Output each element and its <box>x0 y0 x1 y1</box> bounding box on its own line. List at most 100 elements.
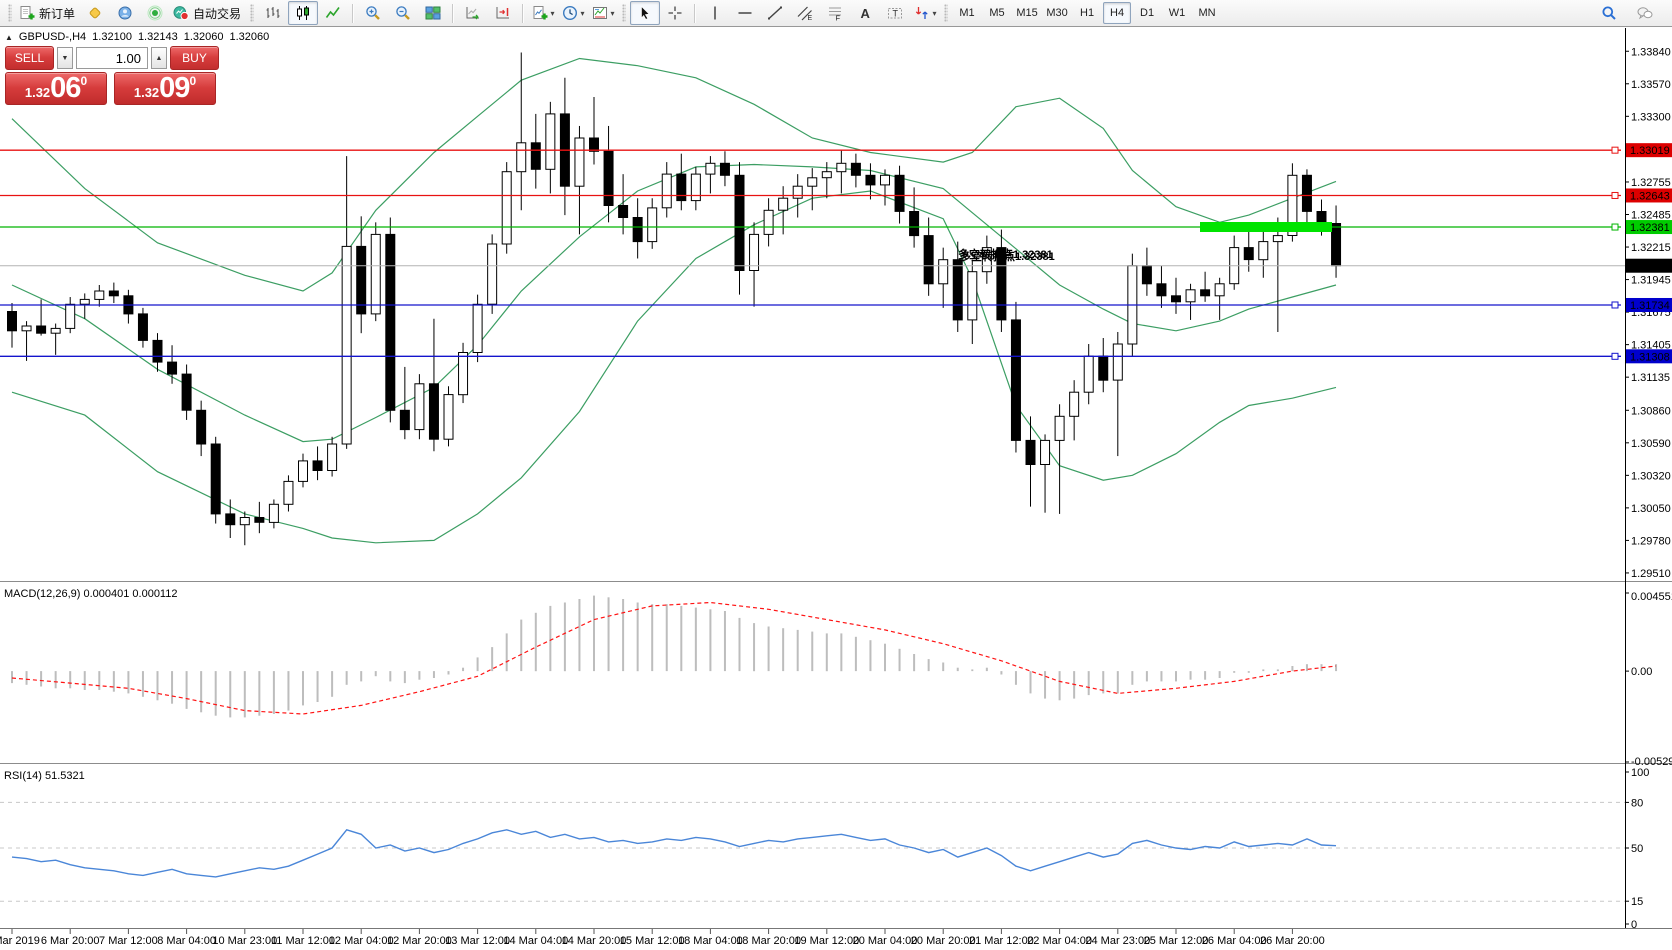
collapse-arrow-icon[interactable]: ▲ <box>5 32 13 42</box>
svg-text:18 Mar 04:00: 18 Mar 04:00 <box>678 935 743 947</box>
chevron-down-icon[interactable]: ▾ <box>580 8 585 18</box>
chart-window: 多空转折点1.32381 多空转折点1.32381 1.33840 1.33570 1.… <box>0 27 1672 950</box>
toolbar-button-trendline[interactable] <box>760 1 790 25</box>
toolbar-button-line-chart[interactable] <box>318 1 348 25</box>
chart-shift-icon <box>496 7 510 19</box>
toolbar-button-market-watch[interactable] <box>80 1 110 25</box>
toolbar-button-text-label[interactable]: T <box>880 1 910 25</box>
buy-button[interactable]: BUY <box>170 46 219 70</box>
chevron-down-icon[interactable]: ▾ <box>610 8 615 18</box>
toolbar-button-navigator[interactable] <box>140 1 170 25</box>
svg-text:1.32643: 1.32643 <box>1630 190 1670 202</box>
svg-text:多空转折点1.32381: 多空转折点1.32381 <box>960 249 1055 263</box>
svg-text:6 Mar 2019: 6 Mar 2019 <box>0 935 40 947</box>
svg-text:10 Mar 23:00: 10 Mar 23:00 <box>212 935 277 947</box>
svg-text:0.00: 0.00 <box>1631 666 1652 678</box>
timeframe-button-mn[interactable]: MN <box>1198 7 1216 19</box>
toolbar-separator <box>694 3 697 23</box>
svg-text:80: 80 <box>1631 797 1643 809</box>
toolbar-button-arrows-tool[interactable]: ▾ <box>910 1 940 25</box>
toolbar-button-text[interactable]: A <box>850 1 880 25</box>
volume-up-button[interactable]: ▲ <box>151 47 167 69</box>
toolbar-right <box>1594 1 1668 25</box>
svg-text:1.30050: 1.30050 <box>1631 503 1671 515</box>
toolbar-button-periods[interactable]: ▾ <box>558 1 588 25</box>
timeframe-button-w1[interactable]: W1 <box>1168 7 1186 19</box>
price-chart[interactable]: 多空转折点1.32381多空转折点1.323811.338401.335701.… <box>0 27 1672 950</box>
templates-icon <box>592 7 607 19</box>
toolbar-separator <box>452 3 455 23</box>
svg-text:19 Mar 12:00: 19 Mar 12:00 <box>794 935 859 947</box>
svg-text:1.31405: 1.31405 <box>1631 340 1671 352</box>
chat-icon <box>1637 7 1653 20</box>
timeframe-button-h4[interactable]: H4 <box>1103 2 1132 24</box>
toolbar-button-cursor[interactable] <box>630 1 661 25</box>
toolbar-grip <box>622 4 627 22</box>
symbol-info-line: ▲ GBPUSD-,H4 1.32100 1.32143 1.32060 1.3… <box>5 31 269 43</box>
toolbar-button-horizontal-line[interactable] <box>730 1 760 25</box>
chevron-down-icon[interactable]: ▾ <box>932 8 937 18</box>
toolbar-button-crosshair[interactable] <box>660 1 690 25</box>
toolbar-button-fibonacci[interactable]: F <box>820 1 850 25</box>
toolbar-button-zoom-in[interactable] <box>358 1 388 25</box>
toolbar-grip <box>8 4 12 22</box>
svg-text:E: E <box>808 15 813 21</box>
toolbar-button-zoom-out[interactable] <box>388 1 418 25</box>
toolbar-button-autotrading[interactable]: 自动交易 <box>170 1 246 25</box>
toolbar-button-label: 新订单 <box>39 6 76 21</box>
timeframe-button-d1[interactable]: D1 <box>1140 7 1155 19</box>
chevron-down-icon[interactable]: ▾ <box>550 8 555 18</box>
text-icon: A <box>861 6 871 21</box>
timeframe-button-m15[interactable]: M15 <box>1016 7 1038 19</box>
timeframe-button-m5[interactable]: M5 <box>989 7 1005 19</box>
auto-scroll-icon <box>466 7 480 20</box>
svg-text:1.32381: 1.32381 <box>1630 222 1670 234</box>
svg-text:1.33019: 1.33019 <box>1630 145 1670 157</box>
svg-text:15: 15 <box>1631 896 1643 908</box>
market-watch-icon <box>89 7 101 19</box>
toolbar-button-profiles[interactable] <box>110 1 140 25</box>
highlight-bar[interactable] <box>1200 222 1332 232</box>
toolbar-button-vertical-line[interactable] <box>700 1 730 25</box>
toolbar-button-channel[interactable]: E <box>790 1 820 25</box>
toolbar-button-chart-shift[interactable] <box>488 1 518 25</box>
svg-text:T: T <box>893 9 899 19</box>
svg-text:1.31308: 1.31308 <box>1630 351 1670 363</box>
sell-button[interactable]: SELL <box>5 46 54 70</box>
toolbar-button-new-order[interactable]: 新订单 <box>16 1 80 25</box>
toolbar-button-search[interactable] <box>1594 1 1624 25</box>
volume-input[interactable] <box>76 47 148 69</box>
svg-text:11 Mar 12:00: 11 Mar 12:00 <box>271 935 335 947</box>
timeframe-button-h1[interactable]: H1 <box>1080 7 1095 19</box>
timeframe-button-m30[interactable]: M30 <box>1046 7 1068 19</box>
svg-text:15 Mar 12:00: 15 Mar 12:00 <box>620 935 685 947</box>
toolbar-button-templates[interactable]: ▾ <box>588 1 618 25</box>
svg-text:1.29510: 1.29510 <box>1631 568 1671 580</box>
toolbar-button-bar-chart[interactable] <box>258 1 288 25</box>
toolbar-button-chat[interactable] <box>1630 1 1660 25</box>
toolbar-grip <box>944 4 949 22</box>
svg-text:50: 50 <box>1631 843 1643 855</box>
svg-text:1.33300: 1.33300 <box>1631 111 1671 123</box>
buy-price-button[interactable]: 1.32 09 0 <box>114 72 216 105</box>
volume-down-button[interactable]: ▼ <box>57 47 73 69</box>
profiles-icon <box>118 6 132 20</box>
crosshair-icon <box>668 6 682 20</box>
svg-text:1.31734: 1.31734 <box>1630 300 1670 312</box>
timeframe-button-m1[interactable]: M1 <box>959 7 975 19</box>
price-axis[interactable]: 1.33840 1.33570 1.33300 1.32755 1.32485 1.322… <box>1625 46 1672 580</box>
svg-text:1.33570: 1.33570 <box>1631 79 1671 91</box>
svg-text:1.30320: 1.30320 <box>1631 470 1671 482</box>
sell-price-button[interactable]: 1.32 06 0 <box>5 72 107 105</box>
toolbar-button-candlestick[interactable] <box>288 1 319 25</box>
toolbar-button-auto-scroll[interactable] <box>458 1 488 25</box>
svg-text:12 Mar 04:00: 12 Mar 04:00 <box>329 935 394 947</box>
level-lines[interactable] <box>0 146 1621 360</box>
svg-text:20 Mar 20:00: 20 Mar 20:00 <box>911 935 976 947</box>
toolbar-grip <box>250 4 255 22</box>
toolbar-button-tile-windows[interactable] <box>418 1 448 25</box>
toolbar-button-indicators[interactable]: ▾ <box>528 1 558 25</box>
svg-text:14 Mar 04:00: 14 Mar 04:00 <box>503 935 568 947</box>
